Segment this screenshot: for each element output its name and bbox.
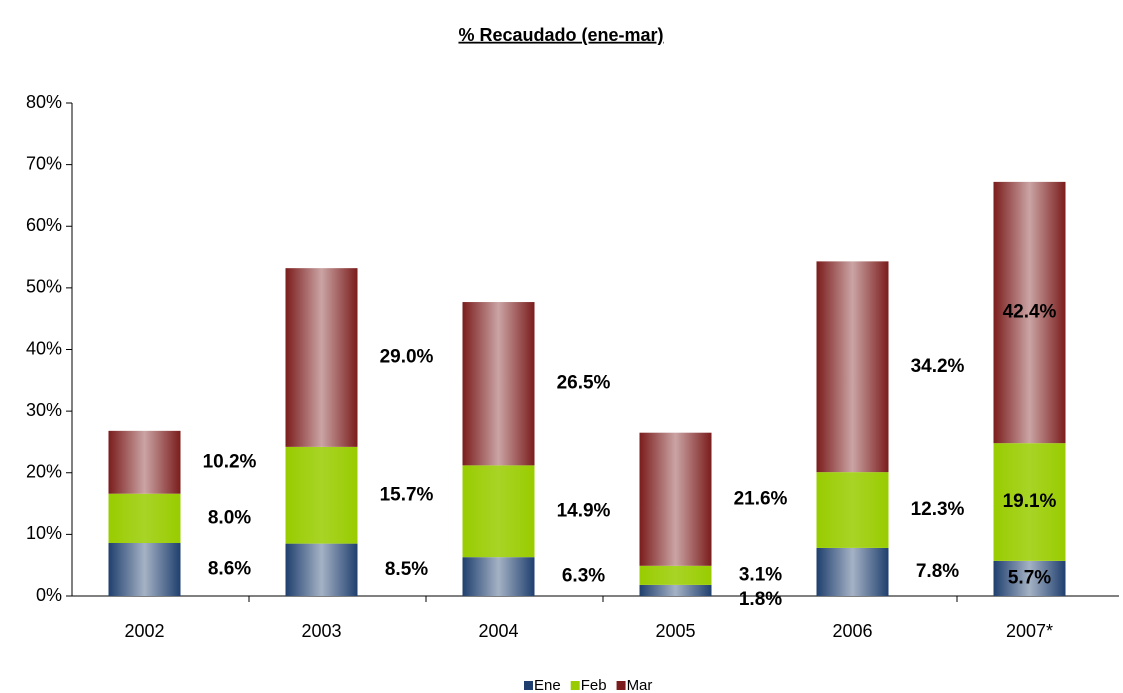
y-tick-label: 0% <box>36 585 62 605</box>
x-tick-label: 2002 <box>124 621 164 641</box>
data-label: 21.6% <box>734 488 788 509</box>
bar-segment <box>285 446 358 544</box>
y-tick-label: 50% <box>26 277 62 297</box>
legend-label: Ene <box>534 677 561 693</box>
y-tick-label: 30% <box>26 400 62 420</box>
bar-segment <box>993 181 1066 444</box>
x-tick-label: 2004 <box>478 621 518 641</box>
bar-segment <box>816 261 889 473</box>
data-label: 8.5% <box>385 559 428 580</box>
data-label: 8.6% <box>208 559 251 580</box>
bar-segment <box>639 432 712 566</box>
data-label: 12.3% <box>911 499 965 520</box>
y-tick-label: 70% <box>26 153 62 173</box>
data-label: 34.2% <box>911 356 965 377</box>
bar-segment <box>285 543 358 596</box>
data-label: 6.3% <box>562 566 605 587</box>
bar-segment <box>993 443 1066 561</box>
legend-swatch <box>524 681 533 690</box>
bar-segment <box>462 302 535 466</box>
data-label: 3.1% <box>739 564 782 585</box>
legend-swatch <box>570 681 580 690</box>
x-tick-label: 2007* <box>1006 621 1053 641</box>
bar-segment <box>285 268 358 447</box>
x-tick-label: 2006 <box>832 621 872 641</box>
data-label: 26.5% <box>557 373 611 394</box>
x-tick-label: 2003 <box>301 621 341 641</box>
y-tick-label: 80% <box>26 92 62 112</box>
data-label: 42.4% <box>1003 302 1057 323</box>
bar-segment <box>108 543 181 596</box>
bar-segment <box>108 493 181 544</box>
bar-segment <box>993 560 1066 596</box>
y-tick-label: 20% <box>26 462 62 482</box>
data-label: 5.7% <box>1008 567 1051 588</box>
bar-segment <box>639 565 712 585</box>
data-label: 1.8% <box>739 589 782 610</box>
bar-segment <box>462 557 535 596</box>
y-tick-label: 40% <box>26 338 62 358</box>
legend-label: Feb <box>581 677 607 693</box>
data-label: 19.1% <box>1003 491 1057 512</box>
data-label: 8.0% <box>208 507 251 528</box>
legend-swatch <box>616 681 626 690</box>
data-label: 7.8% <box>916 561 959 582</box>
chart-title: % Recaudado (ene-mar) <box>458 25 663 45</box>
bar-segment <box>816 547 889 596</box>
x-tick-label: 2005 <box>655 621 695 641</box>
y-tick-label: 10% <box>26 523 62 543</box>
data-label: 15.7% <box>380 484 434 505</box>
data-label: 29.0% <box>380 347 434 368</box>
legend-label: Mar <box>627 677 653 693</box>
y-tick-label: 60% <box>26 215 62 235</box>
data-label: 10.2% <box>203 451 257 472</box>
bar-segment <box>108 430 181 494</box>
data-label: 14.9% <box>557 500 611 521</box>
bar-segment <box>816 472 889 548</box>
bar-segment <box>639 584 712 596</box>
bar-segment <box>462 465 535 558</box>
